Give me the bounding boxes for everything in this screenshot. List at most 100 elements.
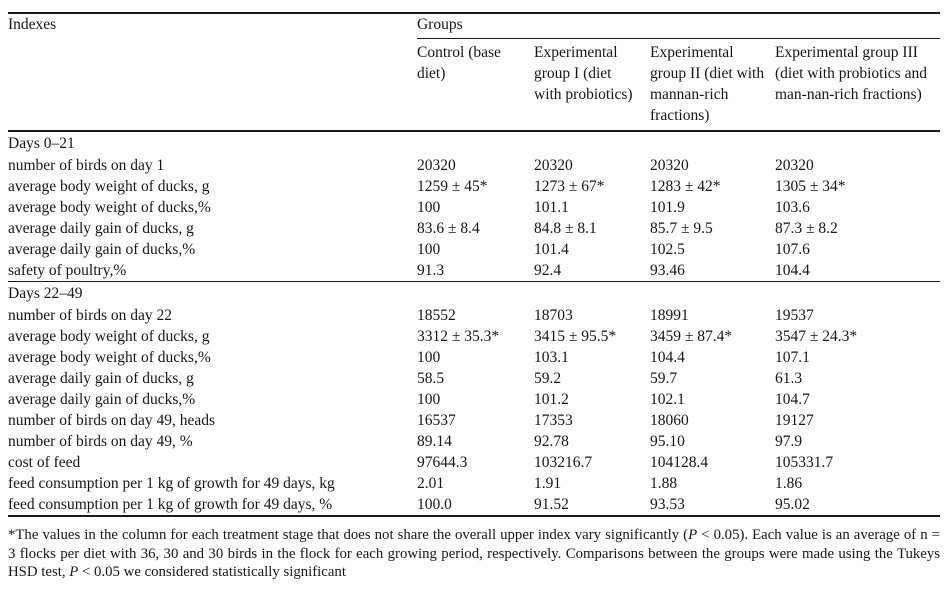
cell-value: 95.02 bbox=[775, 494, 941, 517]
table-row: number of birds on day 49, heads 16537 173… bbox=[8, 410, 940, 431]
cell-value: 100 bbox=[417, 391, 441, 408]
cell-value: 20320 bbox=[650, 157, 689, 174]
groups-header-row: Indexes Groups bbox=[8, 13, 941, 132]
cell-value: 3547 ± 24.3* bbox=[775, 328, 858, 345]
row-label: number of birds on day 1 bbox=[8, 157, 165, 174]
cell-value: 1273 ± 67* bbox=[534, 178, 605, 195]
cell-value: 19537 bbox=[775, 307, 814, 324]
cell-value: 3312 ± 35.3* bbox=[417, 328, 500, 345]
table-row: safety of poultry,% 91.3 92.4 93.46 104.4 bbox=[8, 260, 940, 282]
table-row: average daily gain of ducks, g 58.5 59.2 59… bbox=[8, 368, 940, 389]
table-row: average body weight of ducks,% 100 103.1 10… bbox=[8, 347, 940, 368]
table-row: average daily gain of ducks,% 100 101.4 102… bbox=[8, 239, 940, 260]
cell-value: 20320 bbox=[775, 157, 814, 174]
cell-value: 3415 ± 95.5* bbox=[534, 328, 617, 345]
cell-value: 59.2 bbox=[534, 370, 562, 387]
table-row: number of birds on day 22 18552 18703 18991… bbox=[8, 305, 940, 326]
cell-value: 58.5 bbox=[417, 370, 445, 387]
cell-value: 93.46 bbox=[650, 262, 685, 279]
indexes-header: Indexes bbox=[8, 13, 417, 132]
footnote-segment: < 0.05). Each value is an average of n =… bbox=[8, 527, 940, 580]
row-label: average body weight of ducks,% bbox=[8, 349, 211, 366]
row-label: feed consumption per 1 kg of growth for … bbox=[8, 475, 335, 492]
table-row: feed consumption per 1 kg of growth for … bbox=[8, 494, 941, 517]
cell-value: 102.1 bbox=[650, 391, 685, 408]
cell-value: 19127 bbox=[775, 412, 814, 429]
cell-value: 100 bbox=[417, 349, 441, 366]
column-header: Experimental group III (diet with probio… bbox=[775, 38, 941, 132]
column-header: Experimental group I (diet with probioti… bbox=[534, 38, 650, 132]
cell-value: 107.1 bbox=[775, 349, 810, 366]
footnote-italic-segment: P bbox=[688, 527, 698, 543]
cell-value: 18703 bbox=[534, 307, 573, 324]
results-table: Indexes Groups Control (base diet) Experi… bbox=[8, 12, 941, 517]
footnote-italic-segment: P bbox=[69, 564, 79, 580]
table-row: average daily gain of ducks, g 83.6 ± 8.4… bbox=[8, 218, 940, 239]
cell-value: 100 bbox=[417, 241, 441, 258]
row-label: number of birds on day 49, heads bbox=[8, 412, 216, 429]
cell-value: 104128.4 bbox=[650, 454, 709, 471]
cell-value: 104.4 bbox=[650, 349, 685, 366]
cell-value: 20320 bbox=[417, 157, 456, 174]
row-label: average daily gain of ducks, g bbox=[8, 370, 194, 387]
column-header: Control (base diet) bbox=[417, 38, 534, 132]
cell-value: 95.10 bbox=[650, 433, 685, 450]
footnote-segment: *The values in the column for each treat… bbox=[8, 527, 689, 543]
table-row: number of birds on day 1 20320 20320 20320 2… bbox=[8, 155, 940, 176]
column-headers-row: Control (base diet) Experimental group I … bbox=[8, 38, 941, 132]
table-row: feed consumption per 1 kg of growth for … bbox=[8, 473, 940, 494]
cell-value: 17353 bbox=[534, 412, 573, 429]
cell-value: 101.4 bbox=[534, 241, 569, 258]
cell-value: 3459 ± 87.4* bbox=[650, 328, 733, 345]
row-label: average daily gain of ducks,% bbox=[8, 391, 196, 408]
cell-value: 100.0 bbox=[417, 494, 534, 517]
cell-value: 1.88 bbox=[650, 475, 678, 492]
cell-value: 18060 bbox=[650, 412, 689, 429]
table-row: average body weight of ducks, g 1259 ± 45… bbox=[8, 176, 940, 197]
cell-value: 105331.7 bbox=[775, 454, 834, 471]
cell-value: 20320 bbox=[534, 157, 573, 174]
cell-value: 92.4 bbox=[534, 262, 562, 279]
cell-value: 104.7 bbox=[775, 391, 810, 408]
section-label: Days 22–49 bbox=[8, 281, 941, 305]
row-label: number of birds on day 49, % bbox=[8, 433, 193, 450]
cell-value: 2.01 bbox=[417, 475, 445, 492]
row-label: cost of feed bbox=[8, 454, 81, 471]
table-row: average daily gain of ducks,% 100 101.2 102… bbox=[8, 389, 940, 410]
cell-value: 92.78 bbox=[534, 433, 569, 450]
cell-value: 18552 bbox=[417, 307, 456, 324]
groups-header: Groups bbox=[417, 13, 941, 39]
row-label: number of birds on day 22 bbox=[8, 307, 173, 324]
cell-value: 97.9 bbox=[775, 433, 803, 450]
cell-value: 101.2 bbox=[534, 391, 569, 408]
footnote: *The values in the column for each treat… bbox=[8, 526, 940, 582]
table-row: number of birds on day 49, % 89.14 92.78 95… bbox=[8, 431, 940, 452]
column-header: Experimental group II (diet with mannan-… bbox=[650, 38, 775, 132]
section-row: Days 22–49 bbox=[8, 281, 941, 305]
section-row: Days 0–21 bbox=[8, 131, 940, 155]
cell-value: 89.14 bbox=[417, 433, 452, 450]
cell-value: 103.1 bbox=[534, 349, 569, 366]
table-row: average body weight of ducks,% 100 101.1 10… bbox=[8, 197, 940, 218]
cell-value: 101.9 bbox=[650, 199, 685, 216]
cell-value: 1.91 bbox=[534, 475, 562, 492]
row-label: average daily gain of ducks,% bbox=[8, 241, 196, 258]
row-label: average body weight of ducks, g bbox=[8, 328, 210, 345]
cell-value: 91.52 bbox=[534, 494, 650, 517]
cell-value: 103.6 bbox=[775, 199, 810, 216]
row-label: safety of poultry,% bbox=[8, 262, 127, 279]
cell-value: 101.1 bbox=[534, 199, 569, 216]
cell-value: 107.6 bbox=[775, 241, 810, 258]
cell-value: 85.7 ± 9.5 bbox=[650, 220, 713, 237]
cell-value: 100 bbox=[417, 199, 441, 216]
cell-value: 1.86 bbox=[775, 475, 803, 492]
row-label: average body weight of ducks,% bbox=[8, 199, 211, 216]
cell-value: 83.6 ± 8.4 bbox=[417, 220, 480, 237]
cell-value: 97644.3 bbox=[417, 454, 468, 471]
cell-value: 59.7 bbox=[650, 370, 678, 387]
table-row: cost of feed 97644.3 103216.7 104128.4 10533… bbox=[8, 452, 940, 473]
cell-value: 93.53 bbox=[650, 494, 775, 517]
cell-value: 18991 bbox=[650, 307, 689, 324]
cell-value: 102.5 bbox=[650, 241, 685, 258]
